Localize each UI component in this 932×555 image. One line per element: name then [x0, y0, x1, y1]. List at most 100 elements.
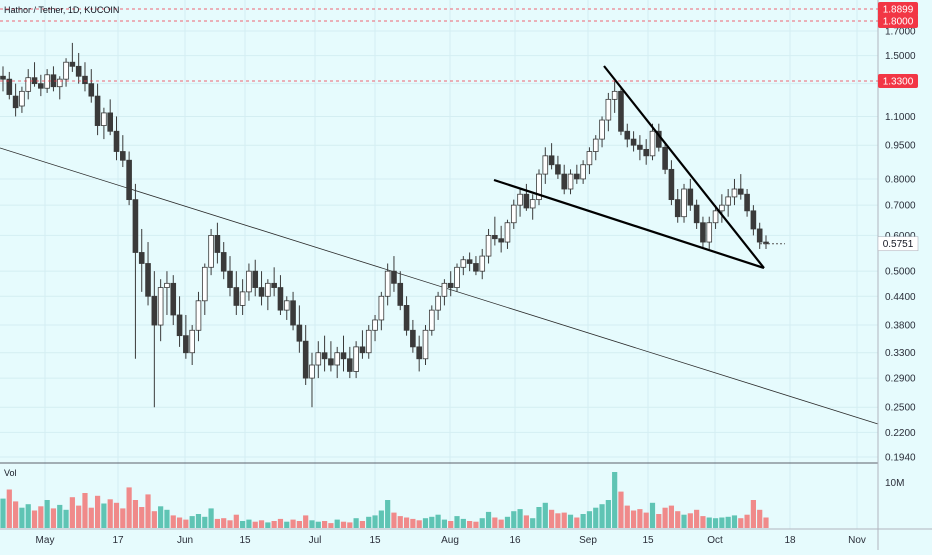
- candle-body: [410, 329, 416, 348]
- candle: [347, 346, 353, 379]
- candle: [681, 183, 687, 223]
- volume-bar: [725, 516, 731, 528]
- y-tick-label: 0.8000: [885, 174, 916, 185]
- volume-bar: [599, 504, 605, 528]
- candle: [712, 205, 719, 229]
- volume-bar: [744, 514, 750, 528]
- volume-bar: [694, 509, 700, 528]
- candle-body: [637, 144, 643, 150]
- volume-bar: [214, 518, 220, 528]
- candle-body: [183, 335, 189, 354]
- wedge-upper-line[interactable]: [603, 65, 765, 269]
- volume-bar: [422, 518, 429, 528]
- x-tick-label: May: [36, 535, 55, 546]
- volume-bar: [429, 516, 435, 528]
- volume-bar: [731, 515, 738, 528]
- candle-body: [548, 155, 555, 166]
- candle: [592, 135, 599, 161]
- volume-bar: [580, 514, 586, 528]
- x-tick-label: Jul: [309, 535, 322, 546]
- candle-body: [460, 259, 467, 268]
- candle: [233, 271, 240, 315]
- x-tick-label: 17: [112, 535, 124, 546]
- candle: [0, 66, 6, 92]
- candle-body: [170, 282, 177, 316]
- price-tag-label: 1.3300: [883, 77, 914, 88]
- candle: [6, 71, 13, 100]
- candle-body: [750, 210, 757, 230]
- volume-bar: [233, 514, 239, 528]
- candle-body: [12, 95, 19, 109]
- candle: [138, 228, 145, 292]
- candle-body: [69, 61, 76, 67]
- candle-body: [189, 329, 195, 354]
- candle: [586, 147, 593, 175]
- volume-bar: [265, 522, 271, 528]
- candle: [145, 242, 151, 306]
- candle: [725, 189, 731, 217]
- time-axis[interactable]: May 17 Jun 15 Jul 15 Aug 16 Sep 15 Oct 18 Nov: [36, 535, 866, 546]
- candle-body: [283, 300, 290, 311]
- candle: [441, 279, 448, 306]
- volume-bar: [530, 518, 536, 528]
- volume-bar: [252, 521, 258, 528]
- candle-body: [643, 148, 649, 157]
- volume-bar: [757, 509, 763, 528]
- candle: [555, 155, 561, 179]
- volume-bar: [612, 472, 618, 528]
- candle: [365, 325, 372, 359]
- candle-body: [290, 300, 296, 326]
- volume-bar: [492, 517, 498, 528]
- volume-bar: [107, 499, 113, 528]
- candle: [706, 216, 713, 249]
- volume-bar: [643, 512, 649, 528]
- candle: [63, 58, 69, 87]
- x-tick-label: Jun: [177, 535, 193, 546]
- candle: [189, 325, 195, 366]
- candle-body: [555, 164, 561, 175]
- candle-body: [246, 270, 252, 293]
- candle-body: [195, 300, 202, 331]
- candle-body: [271, 282, 277, 288]
- volume-bar: [31, 510, 38, 528]
- candle: [611, 79, 618, 113]
- candle-body: [662, 146, 668, 170]
- volume-bar: [681, 514, 687, 528]
- volume-bar: [391, 512, 397, 528]
- candle-body: [107, 112, 113, 132]
- candle-body: [605, 98, 612, 121]
- candle-body: [586, 151, 593, 166]
- volume-bar: [132, 500, 139, 528]
- volume-bar: [63, 509, 69, 528]
- candle: [410, 319, 416, 353]
- volume-bar: [13, 501, 19, 528]
- candle-body: [441, 282, 448, 297]
- volume-bar: [328, 523, 334, 528]
- candle-body: [574, 173, 580, 180]
- wedge-lower-line[interactable]: [493, 178, 765, 270]
- candle: [227, 256, 233, 297]
- volume-bar: [284, 521, 290, 528]
- candle-body: [75, 65, 82, 77]
- candle-body: [328, 358, 334, 366]
- volume-bar: [561, 512, 567, 528]
- volume-bar: [340, 521, 347, 528]
- candle: [271, 267, 277, 297]
- long-trendline[interactable]: [0, 147, 879, 425]
- candle-body: [220, 252, 227, 272]
- candle-body: [265, 282, 271, 297]
- volume-bar: [448, 521, 454, 528]
- volume-bar: [176, 517, 183, 528]
- volume-label: Vol: [4, 468, 17, 478]
- candle-body: [567, 173, 574, 190]
- candle-body: [731, 188, 738, 198]
- candle: [283, 296, 290, 320]
- candle-body: [201, 266, 208, 302]
- volume-bar: [555, 513, 561, 528]
- candle: [479, 248, 486, 280]
- volume-bar: [76, 505, 82, 528]
- price-tag-label: 1.8899: [883, 5, 914, 16]
- candle: [485, 228, 492, 264]
